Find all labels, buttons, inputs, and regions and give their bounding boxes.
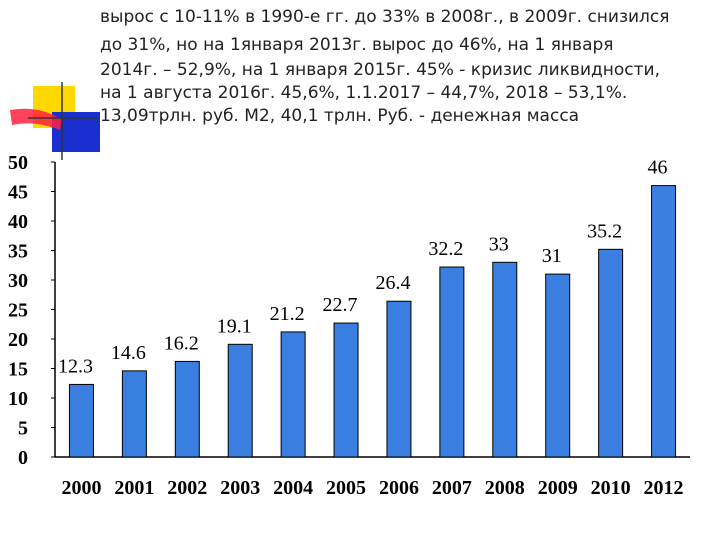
value-label: 31 [542, 245, 562, 267]
value-label: 16.2 [164, 332, 199, 354]
x-tick-label: 2008 [485, 477, 525, 499]
value-label: 14.6 [111, 342, 146, 364]
bar [545, 273, 571, 458]
y-tick-label: 10 [8, 388, 28, 410]
y-tick-label: 45 [8, 182, 28, 204]
bar [333, 322, 359, 458]
value-label: 46 [648, 157, 668, 179]
x-tick-label: 2000 [61, 477, 101, 499]
x-tick-label: 2005 [326, 477, 366, 499]
annotation-line: 9. Нестабильность коэффициента монетизац… [100, 0, 640, 1]
y-tick-label: 50 [8, 152, 28, 174]
annotation-line: до 31%, но на 1января 2013г. вырос до 46… [100, 35, 614, 55]
bar [598, 248, 624, 458]
bar [386, 300, 412, 458]
value-label: 19.1 [217, 315, 252, 337]
value-label: 22.7 [323, 294, 358, 316]
x-tick-label: 2003 [220, 477, 260, 499]
value-label: 33 [489, 233, 509, 255]
y-tick-label: 30 [8, 270, 28, 292]
x-tick-label: 2001 [114, 477, 154, 499]
x-tick-label: 2012 [644, 477, 684, 499]
annotation-line: 2014г. – 52,9%, на 1 января 2015г. 45% -… [100, 60, 660, 80]
x-tick-label: 2009 [538, 477, 578, 499]
x-tick-label: 2010 [591, 477, 631, 499]
bar [492, 261, 518, 458]
value-label: 35.2 [587, 220, 622, 242]
y-tick-label: 35 [8, 241, 28, 263]
value-label: 32.2 [428, 238, 463, 260]
y-tick-label: 20 [8, 329, 28, 351]
value-label: 12.3 [58, 355, 93, 377]
y-tick-label: 25 [8, 300, 28, 322]
annotation-line: 13,09трлн. руб. М2, 40,1 трлн. Руб. - де… [100, 106, 579, 126]
bar [439, 266, 465, 458]
bar [280, 331, 306, 458]
bar [174, 360, 200, 458]
value-label: 26.4 [375, 272, 410, 294]
bar [651, 185, 677, 458]
annotation-line: вырос с 10-11% в 1990-е гг. до 33% в 200… [100, 7, 669, 27]
x-tick-label: 2002 [167, 477, 207, 499]
value-label: 21.2 [270, 303, 305, 325]
x-tick-label: 2004 [273, 477, 313, 499]
x-tick-label: 2006 [379, 477, 419, 499]
x-tick-label: 2007 [432, 477, 472, 499]
y-tick-label: 0 [18, 447, 28, 469]
y-tick-label: 40 [8, 211, 28, 233]
bar [227, 343, 253, 458]
bar [121, 370, 147, 458]
y-tick-label: 5 [18, 418, 28, 440]
bar [68, 383, 94, 458]
y-tick-label: 15 [8, 359, 28, 381]
annotation-line: на 1 августа 2016г. 45,6%, 1.1.2017 – 44… [100, 83, 627, 103]
decoration [10, 82, 100, 160]
